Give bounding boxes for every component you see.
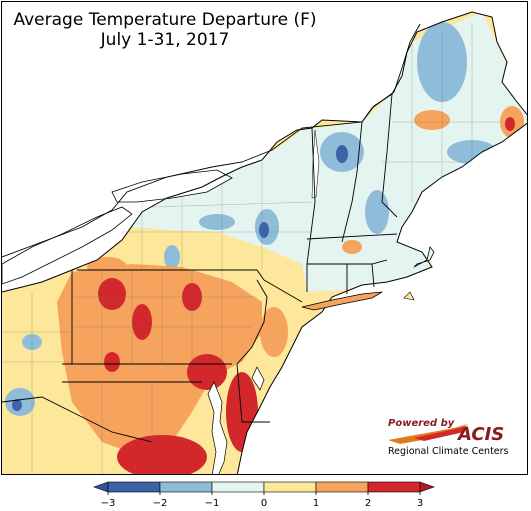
legend-tick-label: 2 xyxy=(365,498,371,509)
title-line-2: July 1-31, 2017 xyxy=(100,30,230,50)
hot-area-me-coast xyxy=(505,117,515,131)
border-de-md xyxy=(236,363,270,423)
border-ma-north xyxy=(306,233,398,240)
cool-area-ny-west xyxy=(164,245,180,269)
county-lines xyxy=(2,22,502,474)
delaware-bay xyxy=(251,366,265,391)
legend-tick-label: 3 xyxy=(417,498,423,509)
hot-area-pa-central xyxy=(132,304,152,340)
legend-color-box xyxy=(159,481,213,493)
legend-color-box xyxy=(107,481,161,493)
warm-area-nj xyxy=(260,307,288,357)
warm-area-me-east xyxy=(414,110,450,130)
acis-logo: Powered by ACIS Regional Climate Centers xyxy=(388,418,509,457)
border-ri-ma xyxy=(371,263,375,288)
border-vt-nh xyxy=(341,121,363,243)
legend-tick-label: 0 xyxy=(261,498,267,509)
cool-area-nh xyxy=(365,190,389,234)
canada-border xyxy=(2,23,421,258)
map-frame xyxy=(1,1,528,475)
legend-tick-label: −2 xyxy=(153,498,168,509)
border-wv-va xyxy=(2,396,153,443)
long-island xyxy=(301,291,383,311)
legend-color-box xyxy=(211,481,265,493)
legend-tick-label: 1 xyxy=(313,498,319,509)
hot-area-va xyxy=(117,435,207,474)
cool-area-adirondacks-core xyxy=(336,145,348,163)
border-pa-nj xyxy=(236,279,268,365)
legend-boxes xyxy=(93,481,435,493)
hot-area-pa-west xyxy=(98,278,126,310)
lake-ontario xyxy=(111,169,233,203)
hot-area-wv xyxy=(104,352,120,372)
warm-area-pa xyxy=(57,264,262,457)
legend-colorbar: −3 −2 −1 0 1 2 3 xyxy=(93,481,435,509)
cool-area-wv-core xyxy=(12,399,22,411)
chesapeake-bay xyxy=(207,381,228,474)
legend-tick-label: −3 xyxy=(101,498,116,509)
legend-color-box xyxy=(367,481,421,493)
legend-color-box xyxy=(315,481,369,493)
map-title: Average Temperature Departure (F) July 1… xyxy=(0,10,330,50)
legend-arrow-right xyxy=(419,481,435,493)
title-line-1: Average Temperature Departure (F) xyxy=(13,10,317,30)
legend-arrow-left xyxy=(93,481,109,493)
legend-ticks: −3 −2 −1 0 1 2 3 xyxy=(101,492,423,509)
temperature-departure-map xyxy=(2,11,527,474)
cape-cod xyxy=(413,246,435,268)
cool-area-vt-core xyxy=(259,222,269,238)
warm-area-ny-west xyxy=(87,257,127,277)
border-nh-me xyxy=(381,93,398,218)
hot-area-de xyxy=(226,372,258,452)
border-ny-pa xyxy=(77,269,265,281)
hot-area-md xyxy=(187,354,227,390)
legend-tick-label: −1 xyxy=(205,498,220,509)
state-borders xyxy=(2,93,398,443)
logo-rcc-text: Regional Climate Centers xyxy=(388,446,509,457)
legend-color-box xyxy=(263,481,317,493)
border-ny-vt xyxy=(306,127,316,265)
logo-swoosh xyxy=(388,424,468,444)
logo-acis-text: ACIS xyxy=(456,424,504,445)
border-ny-nj xyxy=(263,279,303,303)
warm-area-ma xyxy=(342,240,362,254)
logo-powered-by: Powered by xyxy=(388,418,455,429)
island-marker xyxy=(403,291,415,301)
cool-area-ny-central xyxy=(199,214,235,230)
